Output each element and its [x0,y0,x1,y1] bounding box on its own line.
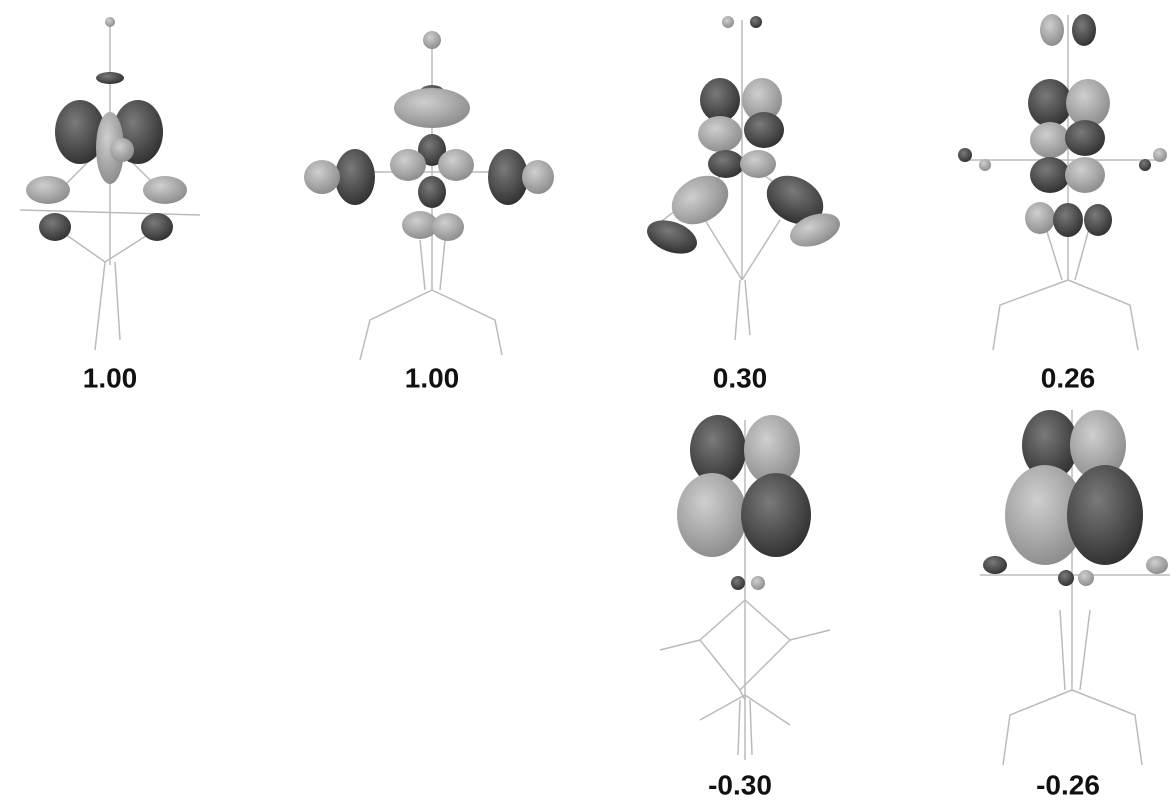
panel-label: 0.26 [1041,362,1096,393]
panel-label: -0.30 [708,769,772,800]
figure: 1.00 1.00 0.30 0.26 -0.30 -0.26 [0,0,1171,804]
panel-3-orbital [642,16,844,340]
panel-label: 0.30 [713,362,768,393]
panel-label: -0.26 [1036,769,1100,800]
panel-6-orbital [980,410,1170,765]
panel-4-orbital [958,14,1167,350]
panel-label: 1.00 [83,362,138,393]
panel-5-orbital [660,415,830,760]
panel-1-orbital [20,17,200,350]
panel-label: 1.00 [405,362,460,393]
panel-2-orbital [304,31,554,360]
